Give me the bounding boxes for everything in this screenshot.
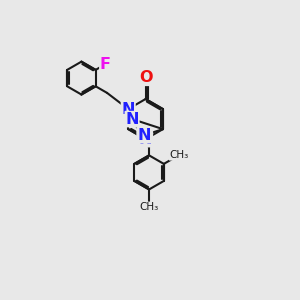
- Text: N: N: [122, 102, 135, 117]
- Text: F: F: [100, 57, 111, 72]
- Text: CH₃: CH₃: [140, 202, 159, 212]
- Text: N: N: [125, 112, 139, 127]
- Text: O: O: [139, 70, 152, 85]
- Text: CH₃: CH₃: [169, 150, 189, 160]
- Text: N: N: [137, 128, 151, 143]
- Text: N: N: [139, 132, 152, 147]
